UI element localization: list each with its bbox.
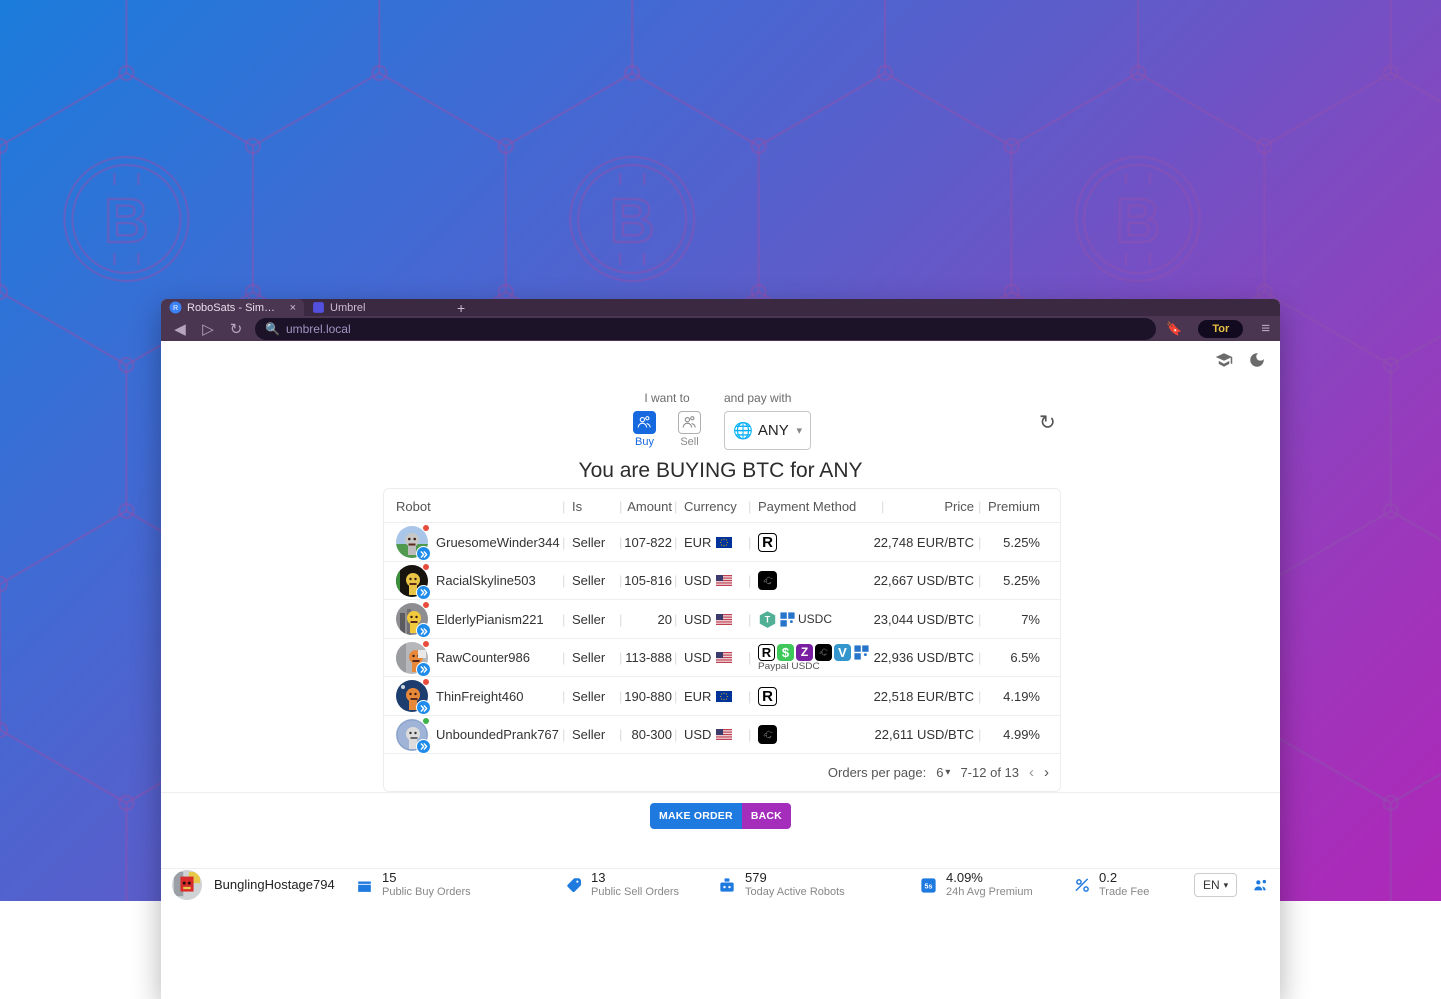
svg-text:R: R xyxy=(173,305,178,312)
svg-text:T: T xyxy=(765,614,771,624)
svg-text:5s: 5s xyxy=(925,882,933,890)
